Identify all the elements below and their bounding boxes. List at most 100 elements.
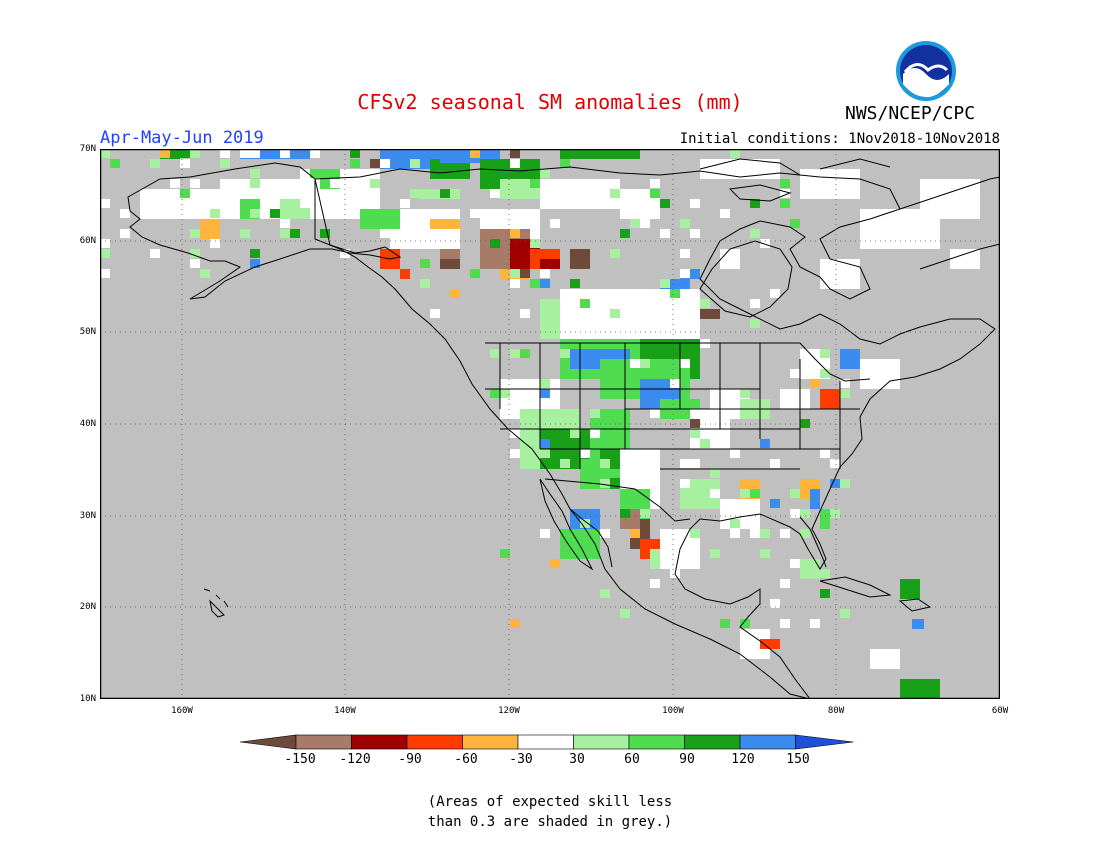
anomaly-cell: [780, 199, 790, 208]
anomaly-cell: [430, 219, 460, 229]
legend-bin: [462, 734, 519, 750]
anomaly-cell: [600, 459, 610, 468]
anomaly-cell: [330, 179, 340, 188]
anomaly-cell: [270, 209, 280, 218]
anomaly-cell: [540, 449, 550, 458]
anomaly-cell: [240, 209, 250, 218]
anomaly-cell: [760, 549, 770, 558]
anomaly-cell: [710, 549, 720, 558]
anomaly-cell: [600, 479, 610, 488]
anomaly-cell: [730, 449, 740, 458]
anomaly-cell: [750, 199, 760, 208]
lon-label-100w: 100W: [662, 706, 684, 716]
anomaly-cell: [610, 319, 620, 328]
anomaly-cell: [770, 459, 780, 468]
anomaly-cell: [550, 559, 560, 568]
legend-bin: [517, 734, 574, 750]
legend-bin: [684, 734, 741, 750]
anomaly-cell: [770, 499, 780, 508]
legend-bin: [406, 734, 463, 750]
legend-tick: -60: [454, 752, 478, 767]
anomaly-cell: [820, 369, 830, 378]
anomaly-cell: [630, 529, 640, 538]
anomaly-cell: [100, 149, 110, 158]
anomaly-cell: [720, 249, 740, 269]
anomaly-cell: [560, 529, 600, 559]
anomaly-cell: [360, 179, 370, 188]
anomaly-cell: [650, 179, 660, 188]
anomaly-cell: [730, 529, 740, 538]
anomaly-cell: [500, 189, 510, 198]
anomaly-cell: [790, 219, 800, 228]
anomaly-cell: [160, 149, 170, 158]
graticule: [100, 149, 1000, 699]
map-title: CFSv2 seasonal SM anomalies (mm): [357, 90, 743, 114]
anomaly-cell: [300, 199, 310, 208]
anomaly-cell: [250, 179, 260, 188]
anomaly-cell: [710, 489, 720, 498]
anomaly-cell: [180, 159, 190, 168]
anomaly-cell: [560, 289, 570, 298]
lat-label-20n: 20N: [79, 602, 96, 612]
legend-tick: 90: [679, 752, 695, 767]
lat-label-70n: 70N: [79, 144, 96, 154]
anomaly-cell: [190, 259, 200, 268]
anomaly-cell: [820, 389, 840, 409]
lon-label-140w: 140W: [334, 706, 356, 716]
skill-note-line2: than 0.3 are shaded in grey.): [427, 814, 673, 830]
anomaly-cell: [760, 529, 770, 538]
anomaly-cell: [510, 429, 520, 438]
anomaly-cell: [830, 509, 840, 518]
anomaly-cell: [610, 309, 620, 318]
anomaly-cell: [820, 349, 830, 358]
legend-bin: [573, 734, 630, 750]
anomaly-cell: [500, 389, 510, 398]
anomaly-cell: [540, 529, 550, 538]
anomaly-cell: [640, 509, 650, 518]
anomaly-cell: [220, 159, 230, 168]
anomaly-cell: [670, 289, 680, 298]
anomaly-cell: [550, 329, 560, 338]
anomaly-cell: [840, 609, 850, 618]
anomaly-cell: [370, 179, 380, 188]
anomaly-cell: [490, 389, 500, 398]
anomaly-cell: [810, 619, 820, 628]
anomaly-cell: [440, 189, 450, 198]
anomaly-cell: [740, 389, 750, 398]
anomaly-cell: [240, 149, 310, 159]
anomaly-cell: [690, 229, 700, 238]
anomaly-cell: [100, 199, 110, 208]
anomaly-cell: [510, 449, 520, 458]
anomaly-cell: [800, 169, 860, 199]
anomaly-cell: [490, 349, 500, 358]
anomaly-cell: [820, 589, 830, 598]
anomaly-cell: [310, 169, 320, 178]
anomaly-cell: [750, 299, 760, 308]
anomaly-cell: [200, 219, 220, 239]
anomaly-cell: [350, 149, 360, 158]
legend-bin: [295, 734, 352, 750]
anomaly-cell: [740, 619, 750, 628]
anomaly-cell: [690, 199, 700, 208]
anomaly-cell: [520, 349, 530, 358]
anomaly-cell: [770, 289, 780, 298]
anomaly-cell: [510, 619, 520, 628]
anomaly-cell: [840, 349, 860, 369]
anomaly-cell: [580, 519, 590, 528]
anomaly-cell: [620, 609, 630, 618]
anomaly-cell: [550, 219, 560, 228]
anomaly-cell: [780, 179, 790, 188]
anomaly-cell: [250, 259, 260, 268]
anomaly-cell: [120, 209, 130, 218]
anomaly-cell: [360, 209, 400, 229]
anomaly-cell: [530, 279, 540, 288]
lon-label-60w: 60W: [991, 706, 1009, 716]
anomaly-cell: [160, 199, 170, 208]
legend-bin: [739, 734, 796, 750]
anomaly-cell: [680, 459, 690, 468]
anomaly-cell: [780, 579, 790, 588]
anomaly-cell: [540, 389, 550, 398]
anomaly-cell: [190, 249, 200, 258]
anomaly-cell: [110, 159, 120, 168]
anomaly-cell: [540, 379, 550, 388]
